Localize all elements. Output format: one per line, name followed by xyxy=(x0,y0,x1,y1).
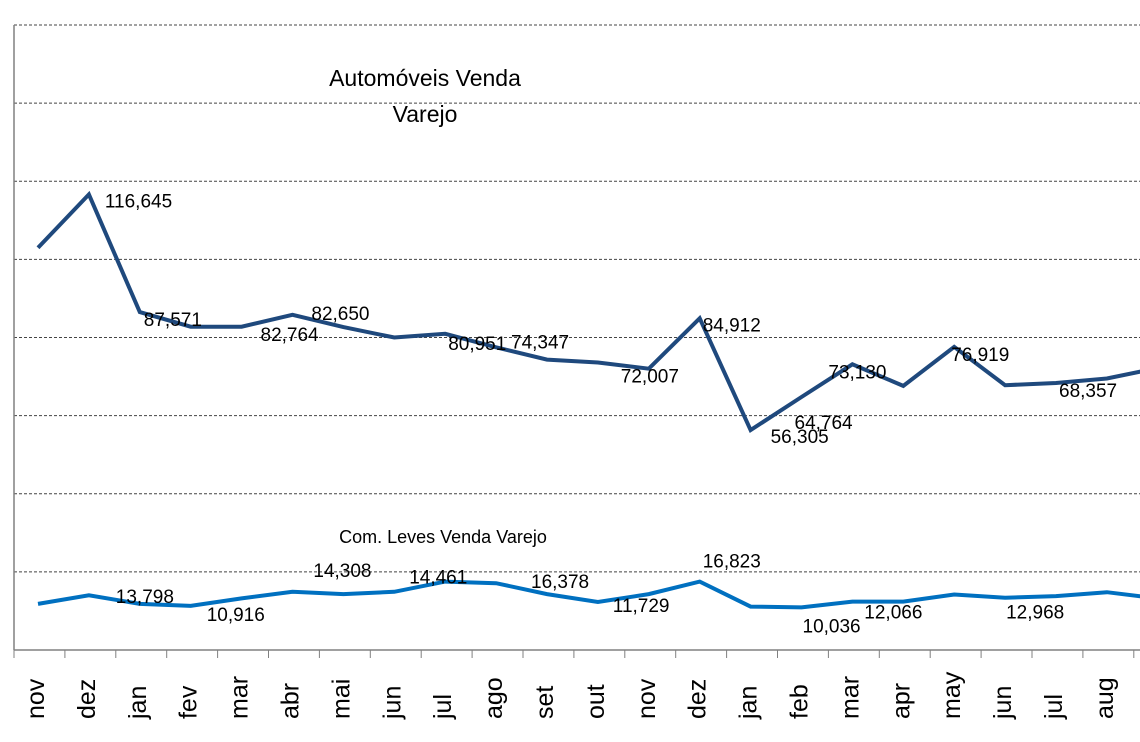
x-tick-label: ago xyxy=(480,677,508,719)
data-label: 56,305 xyxy=(771,427,829,448)
data-label: 82,650 xyxy=(311,304,369,325)
data-label: 11,729 xyxy=(613,596,670,617)
series-titles: Automóveis Venda Varejo Com. Leves Venda V… xyxy=(329,65,547,547)
data-label: 14,308 xyxy=(313,561,371,582)
data-label: 16,378 xyxy=(531,572,589,593)
data-label: 16,823 xyxy=(703,552,761,573)
x-tick-label: jan xyxy=(735,686,763,720)
x-tick-label: fev xyxy=(175,685,203,719)
x-tick-label: jun xyxy=(989,686,1017,720)
x-tick-label: mar xyxy=(226,676,254,719)
series-lines xyxy=(36,190,1140,610)
x-tick-label: feb xyxy=(786,684,814,719)
series-title-automoveis: Automóveis Venda xyxy=(329,65,521,91)
data-label: 73,130 xyxy=(828,362,886,383)
data-label: 10,036 xyxy=(803,616,861,637)
x-tick-label: set xyxy=(531,686,559,719)
data-label: 82,764 xyxy=(261,325,320,346)
x-tick-label: mar xyxy=(836,676,864,719)
x-tick-label: jul xyxy=(429,694,457,720)
data-label: 13,798 xyxy=(116,587,174,608)
x-tick-label: abr xyxy=(277,683,305,719)
x-tick-label: mai xyxy=(327,679,355,719)
x-tick-label: dez xyxy=(684,679,712,719)
series-title-automoveis-line2: Varejo xyxy=(393,101,458,127)
x-tick-label: apr xyxy=(887,683,915,719)
data-label: 87,571 xyxy=(144,310,202,331)
x-tick-label: nov xyxy=(22,678,50,719)
axes xyxy=(13,25,1140,658)
x-tick-label: dez xyxy=(73,679,101,719)
series-title-com-leves: Com. Leves Venda Varejo xyxy=(339,527,547,547)
data-label: 12,968 xyxy=(1006,603,1064,624)
x-tick-label: out xyxy=(582,684,610,719)
data-label: 68,357 xyxy=(1059,381,1117,402)
data-label: 72,007 xyxy=(621,367,679,388)
data-label: 84,912 xyxy=(703,315,761,336)
x-tick-labels: nov dez jan fev mar abr mai jun jul ago set out nov d… xyxy=(22,671,1119,720)
data-label: 74,347 xyxy=(511,333,569,354)
gridlines xyxy=(14,24,1140,573)
data-label: 64,764 xyxy=(795,413,854,434)
data-label: 12,066 xyxy=(864,603,922,624)
data-label: 76,919 xyxy=(951,345,1009,366)
data-label: 10,916 xyxy=(207,605,265,626)
data-label: 116,645 xyxy=(105,191,172,212)
x-tick-label: aug xyxy=(1091,677,1119,719)
x-tick-label: may xyxy=(938,671,966,719)
data-label: 14,461 xyxy=(409,568,467,589)
data-label: 80,951 xyxy=(448,334,506,355)
x-tick-label: nov xyxy=(633,678,661,719)
x-tick-label: jan xyxy=(124,686,152,720)
automoveis-series-line xyxy=(36,190,1140,434)
x-tick-label: jun xyxy=(378,686,406,720)
x-tick-label: jul xyxy=(1040,694,1068,720)
com-leves-series-line xyxy=(37,579,1140,610)
